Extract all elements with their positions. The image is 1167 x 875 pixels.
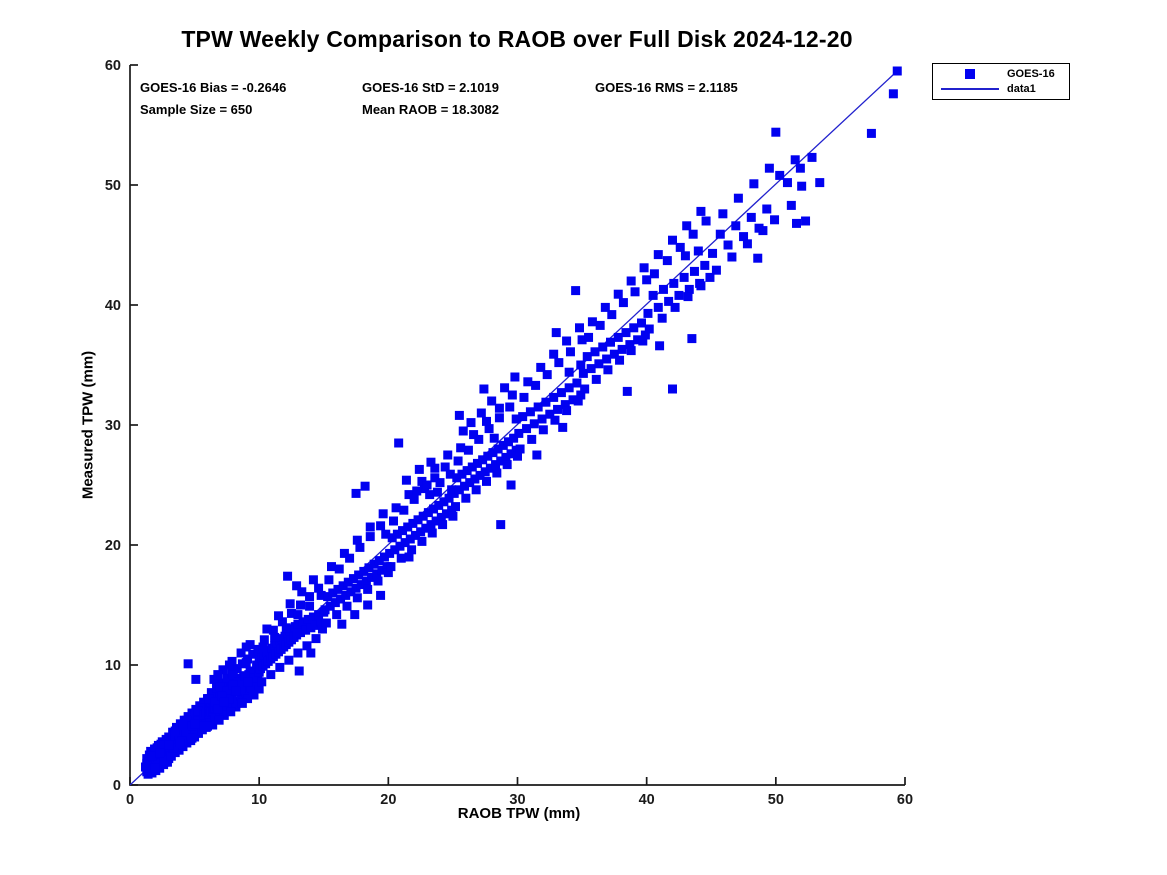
x-tick-label: 60	[897, 792, 913, 808]
legend-entry-data1: data1	[933, 82, 1069, 97]
y-tick-label: 40	[105, 298, 121, 314]
legend: GOES-16 data1	[932, 63, 1070, 100]
legend-label-goes16: GOES-16	[1007, 68, 1055, 80]
stat-mean-raob: Mean RAOB = 18.3082	[362, 102, 499, 117]
line-marker-icon	[941, 88, 999, 90]
y-tick-label: 30	[105, 418, 121, 434]
stat-sample-size: Sample Size = 650	[140, 102, 253, 117]
stat-bias: GOES-16 Bias = -0.2646	[140, 80, 287, 95]
legend-icon-cell	[933, 88, 1007, 90]
legend-icon-cell	[933, 69, 1007, 79]
y-tick-label: 0	[113, 778, 121, 794]
x-tick-label: 40	[639, 792, 655, 808]
y-axis-label: Measured TPW (mm)	[79, 350, 97, 500]
y-tick-label: 20	[105, 538, 121, 554]
stat-rms: GOES-16 RMS = 2.1185	[595, 80, 738, 95]
square-marker-icon	[965, 69, 975, 79]
legend-label-data1: data1	[1007, 83, 1036, 95]
x-tick-label: 50	[768, 792, 784, 808]
x-axis-label: RAOB TPW (mm)	[457, 805, 581, 822]
chart-title: TPW Weekly Comparison to RAOB over Full …	[181, 26, 853, 52]
x-tick-label: 10	[251, 792, 267, 808]
stat-std: GOES-16 StD = 2.1019	[362, 80, 499, 95]
x-tick-label: 20	[380, 792, 396, 808]
legend-entry-goes16: GOES-16	[933, 67, 1069, 82]
y-tick-label: 10	[105, 658, 121, 674]
x-tick-label: 30	[509, 792, 525, 808]
y-tick-label: 50	[105, 178, 121, 194]
x-tick-label: 0	[126, 792, 134, 808]
scatter-series-goes-16	[141, 66, 902, 779]
y-tick-label: 60	[105, 58, 121, 74]
